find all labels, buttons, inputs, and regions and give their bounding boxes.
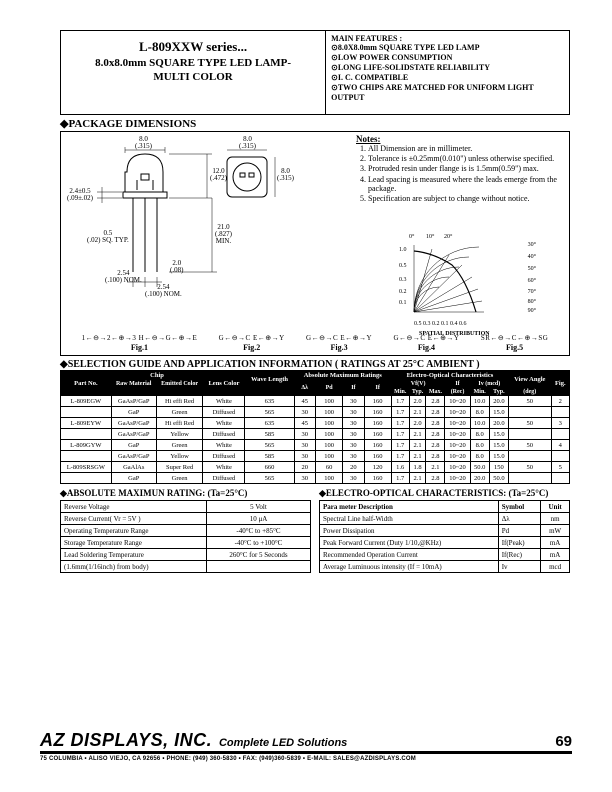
note-1: All Dimension are in millimeter. [368,144,561,153]
pkg-title: ◆PACKAGE DIMENSIONS [60,117,570,130]
footer-address: 75 COLUMBIA • ALISO VIEJO, CA 92656 • PH… [40,756,572,762]
eoc-title: ◆ELECTRO-OPTICAL CHARACTERISTICS: (Ta=25… [319,488,570,499]
datasheet-page: L-809XXW series... 8.0x8.0mm SQUARE TYPE… [60,30,570,573]
feature-3: ⊙I. C. COMPATIBLE [331,73,564,83]
figure-row: 1←⊖→2←⊕→3 H←⊖→G←⊕→EFig.1 G←⊖→C E←⊕→YFig.… [71,334,559,352]
series-name: L-809XXW series... [65,39,321,55]
spatial-chart: 0° 10° 20° 30° 40° 50° 60° 70° 80° 90° 1… [404,237,524,325]
note-2: Tolerance is ±0.25mm(0.010") unless othe… [368,154,561,163]
feature-1: ⊙LOW POWER CONSUMPTION [331,53,564,63]
note-4: Lead spacing is measured where the leads… [368,175,561,193]
features-panel: MAIN FEATURES : ⊙8.0X8.0mm SQUARE TYPE L… [326,31,569,114]
spatial-svg [404,237,524,317]
eoc-table: Para meter DescriptionSymbolUnitSpectral… [319,500,570,573]
notes-block: Notes: All Dimension are in millimeter. … [356,134,561,204]
subtitle-2: MULTI COLOR [65,71,321,83]
company-name: AZ DISPLAYS, INC. [40,730,212,750]
bottom-tables: ◆ABSOLUTE MAXIMUN RATING: (Ta=25°C) Reve… [60,488,570,573]
led-diagram: 8.0(.315) 8.0(.315) 12.0(.472) 2.4±0.5(.… [67,142,347,292]
package-box: Notes: All Dimension are in millimeter. … [60,131,570,356]
feature-2: ⊙LONG LIFE-SOLIDSTATE RELIABILITY [331,63,564,73]
header-box: L-809XXW series... 8.0x8.0mm SQUARE TYPE… [60,30,570,115]
note-5: Specification are subject to change with… [368,194,561,203]
page-footer: AZ DISPLAYS, INC. Complete LED Solutions… [40,730,572,762]
selection-title: ◆SELECTION GUIDE AND APPLICATION INFORMA… [60,359,570,370]
abs-title: ◆ABSOLUTE MAXIMUN RATING: (Ta=25°C) [60,488,311,499]
note-3: Protruded resin under flange is is 1.5mm… [368,164,561,173]
notes-title: Notes: [356,134,561,144]
tagline: Complete LED Solutions [219,737,347,749]
selection-table: Part No. Chip Lens Color Wave Length Abs… [60,370,570,484]
abs-rating-table: Reverse Voltage5 VoltReverse Current( Vr… [60,500,311,573]
features-title: MAIN FEATURES : [331,34,564,43]
feature-0: ⊙8.0X8.0mm SQUARE TYPE LED LAMP [331,43,564,53]
page-number: 69 [555,733,572,750]
title-panel: L-809XXW series... 8.0x8.0mm SQUARE TYPE… [61,31,326,114]
subtitle-1: 8.0x8.0mm SQUARE TYPE LED LAMP- [65,57,321,69]
feature-4: ⊙TWO CHIPS ARE MATCHED FOR UNIFORM LIGHT… [331,83,564,103]
